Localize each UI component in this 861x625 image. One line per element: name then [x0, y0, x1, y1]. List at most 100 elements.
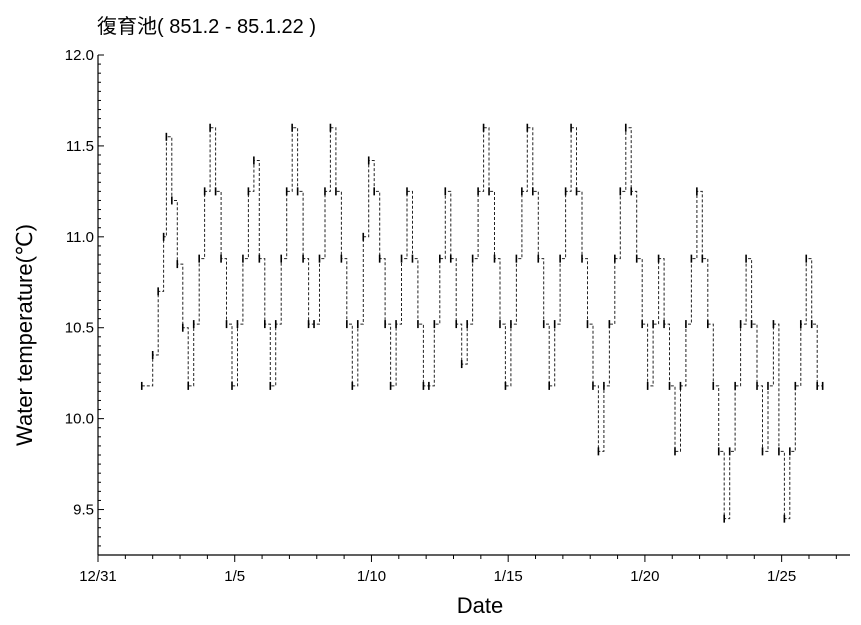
- data-point: [657, 254, 660, 263]
- data-point: [335, 187, 337, 196]
- data-point: [526, 123, 529, 132]
- data-point: [428, 381, 430, 390]
- data-point: [668, 381, 671, 390]
- data-point: [220, 254, 222, 263]
- data-point: [422, 381, 425, 390]
- data-point: [318, 254, 321, 263]
- data-point: [641, 320, 643, 329]
- data-point: [542, 320, 545, 329]
- data-point: [367, 156, 370, 165]
- data-point: [586, 320, 589, 329]
- x-tick-label: 1/5: [224, 568, 245, 585]
- data-point: [384, 320, 386, 329]
- data-point: [460, 360, 463, 369]
- data-point: [581, 254, 583, 263]
- data-point: [302, 254, 304, 263]
- y-tick-label: 10.5: [65, 320, 94, 337]
- data-point: [329, 123, 332, 132]
- data-point: [575, 187, 578, 196]
- data-point: [274, 320, 277, 329]
- data-point: [767, 381, 769, 390]
- data-point: [340, 254, 343, 263]
- x-tick-label: 1/20: [630, 568, 659, 585]
- data-point: [663, 320, 665, 329]
- data-point: [745, 254, 747, 263]
- data-point: [712, 381, 715, 390]
- x-tick-label: 1/10: [357, 568, 386, 585]
- y-tick-label: 10.0: [65, 411, 94, 428]
- data-point: [157, 287, 159, 296]
- data-point: [789, 447, 791, 456]
- data-point: [433, 320, 436, 329]
- data-point: [493, 254, 496, 263]
- y-tick-label: 12.0: [65, 47, 94, 64]
- plot-area: 9.5 10.0 10.5 11.0 11.5 12.0 12/31 1/5 1/10 1/15 1…: [65, 47, 850, 585]
- data-point: [296, 187, 299, 196]
- data-point: [761, 447, 764, 456]
- series-line: [141, 127, 823, 520]
- y-tick-label: 11.5: [66, 138, 94, 155]
- data-point: [280, 254, 283, 263]
- data-point: [504, 381, 507, 390]
- data-point: [783, 514, 786, 523]
- data-point: [253, 156, 255, 165]
- data-point: [690, 254, 693, 263]
- data-point: [192, 320, 195, 329]
- data-point: [264, 320, 266, 329]
- data-point: [165, 132, 168, 141]
- data-point: [466, 320, 468, 329]
- data-point: [140, 381, 143, 390]
- data-point: [242, 254, 244, 263]
- data-point: [772, 320, 775, 329]
- data-point: [521, 187, 523, 196]
- data-point: [564, 187, 567, 196]
- data-point: [778, 447, 780, 456]
- data-point: [455, 320, 458, 329]
- data-point: [236, 320, 239, 329]
- data-point: [395, 320, 397, 329]
- y-axis-label: Water temperature(℃): [12, 224, 37, 446]
- data-point: [619, 187, 622, 196]
- data-point: [417, 320, 419, 329]
- data-point: [411, 254, 414, 263]
- data-point: [176, 260, 179, 269]
- data-point: [247, 187, 250, 196]
- data-point: [608, 320, 611, 329]
- y-tick-label: 9.5: [73, 502, 94, 519]
- data-point: [269, 381, 272, 390]
- data-point: [816, 381, 818, 390]
- data-point: [614, 254, 616, 263]
- data-point: [373, 187, 375, 196]
- data-point: [531, 187, 534, 196]
- data-point: [674, 447, 676, 456]
- data-point: [646, 381, 649, 390]
- data-point: [510, 320, 512, 329]
- data-point: [198, 254, 200, 263]
- data-point: [151, 351, 154, 359]
- data-point: [728, 447, 731, 456]
- data-point: [537, 254, 540, 263]
- data-point: [203, 187, 206, 196]
- data-point: [181, 323, 184, 332]
- data-point: [378, 254, 381, 263]
- data-point: [597, 447, 600, 456]
- data-point: [717, 447, 720, 456]
- data-point: [805, 254, 808, 263]
- data-point: [439, 254, 441, 263]
- data-point: [570, 123, 572, 132]
- data-point: [799, 320, 802, 329]
- data-point: [162, 232, 165, 241]
- data-point: [624, 123, 627, 132]
- data-point: [356, 320, 359, 329]
- data-point: [685, 320, 687, 329]
- data-point: [400, 254, 403, 263]
- data-point: [553, 320, 556, 329]
- data-point: [324, 187, 326, 196]
- data-point: [214, 187, 217, 196]
- chart-title: 復育池( 851.2 - 85.1.22 ): [97, 15, 316, 38]
- data-point: [739, 320, 742, 329]
- data-point: [488, 187, 490, 196]
- data-point: [444, 187, 447, 196]
- data-point: [346, 320, 348, 329]
